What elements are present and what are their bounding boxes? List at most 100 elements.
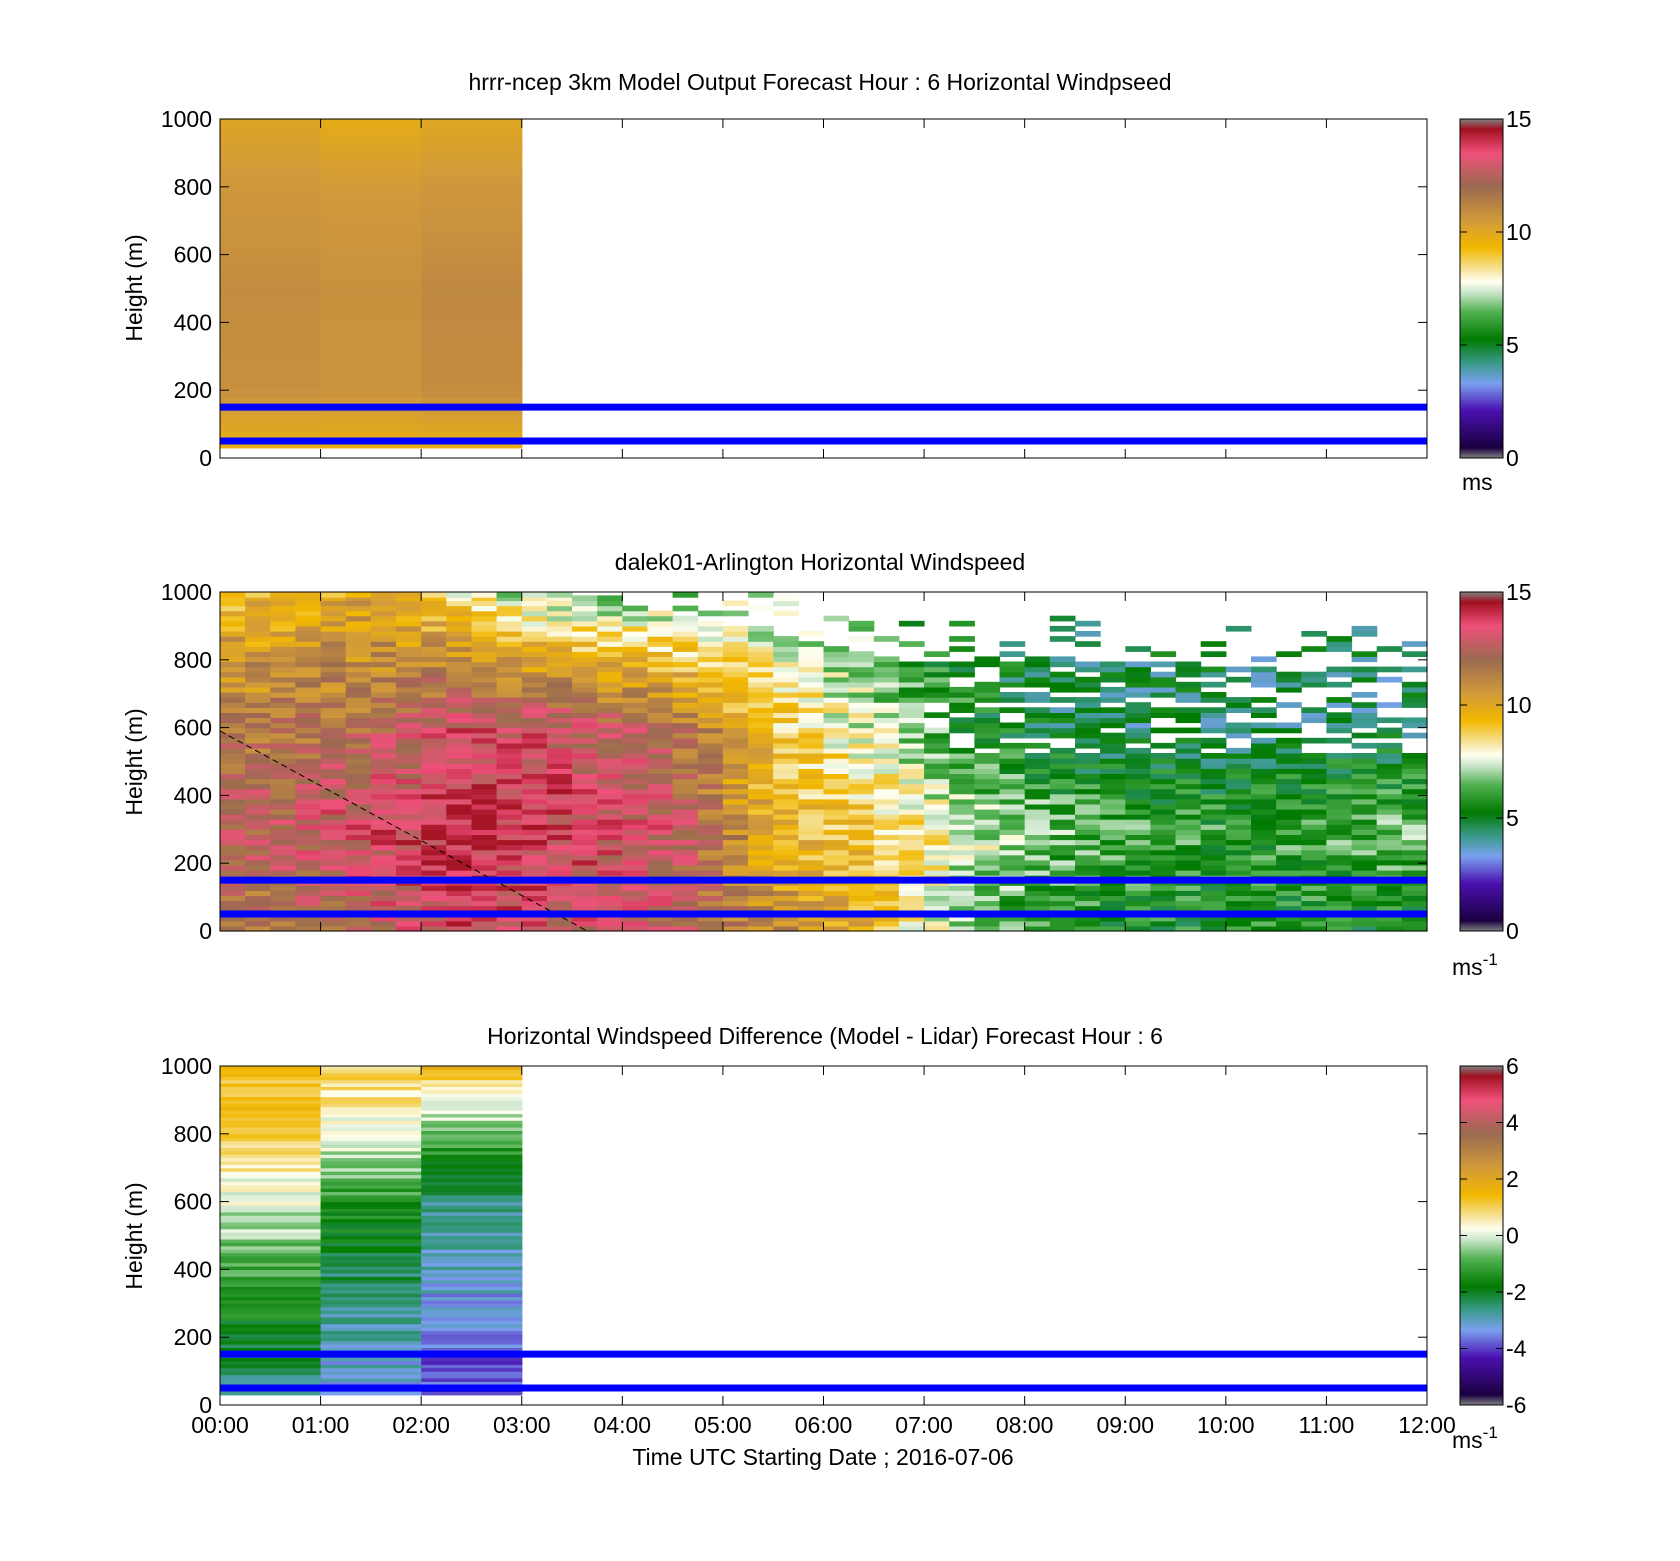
heatmap-cell xyxy=(1049,747,1076,754)
heatmap-cell xyxy=(1301,631,1327,637)
heatmap-cell xyxy=(722,646,749,652)
heatmap-cell xyxy=(1125,692,1151,698)
heatmap-cell xyxy=(1351,763,1378,769)
heatmap-cell xyxy=(396,707,422,713)
heatmap-cell xyxy=(496,615,523,622)
heatmap-cell xyxy=(597,671,623,678)
heatmap-cell xyxy=(1251,722,1277,729)
heatmap-cell xyxy=(1200,697,1227,703)
heatmap-cell xyxy=(320,168,422,178)
heatmap-cell xyxy=(748,885,774,891)
heatmap-cell xyxy=(974,829,1001,835)
heatmap-cell xyxy=(270,798,296,805)
heatmap-cell xyxy=(345,742,372,749)
heatmap-cell xyxy=(697,666,724,673)
heatmap-cell xyxy=(220,809,246,815)
colorbar-unit-text: ms xyxy=(1452,954,1483,980)
heatmap-cell xyxy=(270,651,296,657)
heatmap-cell xyxy=(1175,920,1202,927)
heatmap-cell xyxy=(898,620,925,627)
heatmap-cell xyxy=(220,1181,322,1186)
heatmap-cell xyxy=(270,697,296,703)
heatmap-cell xyxy=(471,681,498,688)
heatmap-cell xyxy=(722,763,749,769)
heatmap-cell xyxy=(722,834,749,841)
heatmap-cell xyxy=(1301,809,1327,815)
heatmap-cell xyxy=(496,905,523,912)
heatmap-cell xyxy=(295,717,322,724)
heatmap-cell xyxy=(1024,773,1051,780)
heatmap-cell xyxy=(295,925,322,932)
heatmap-cell xyxy=(1401,859,1428,866)
heatmap-cell xyxy=(320,803,347,810)
heatmap-cell xyxy=(345,676,372,683)
heatmap-cell xyxy=(270,890,296,896)
heatmap-cell xyxy=(647,727,674,734)
heatmap-cell xyxy=(220,1289,322,1294)
heatmap-cell xyxy=(722,824,749,830)
y-tick-label: 400 xyxy=(174,1256,212,1282)
heatmap-cell xyxy=(421,1103,523,1108)
heatmap-cell xyxy=(873,636,900,642)
heatmap-cell xyxy=(270,788,296,795)
heatmap-cell xyxy=(873,742,900,749)
heatmap-cell xyxy=(1175,915,1202,922)
heatmap-cell xyxy=(546,666,573,673)
heatmap-cell xyxy=(295,641,322,647)
heatmap-cell xyxy=(572,671,598,678)
heatmap-cell xyxy=(924,915,950,922)
heatmap-cell xyxy=(798,864,825,871)
heatmap-cell xyxy=(1175,809,1202,815)
heatmap-cell xyxy=(1150,788,1177,795)
heatmap-cell xyxy=(220,839,246,846)
heatmap-cell xyxy=(421,176,523,186)
heatmap-cell xyxy=(546,707,573,713)
heatmap-cell xyxy=(521,758,548,764)
heatmap-cell xyxy=(521,747,548,754)
heatmap-cell xyxy=(672,758,699,764)
heatmap-cell xyxy=(848,925,875,932)
heatmap-cell xyxy=(521,686,548,693)
heatmap-cell xyxy=(220,702,246,708)
heatmap-cell xyxy=(898,854,925,861)
heatmap-cell xyxy=(1276,778,1302,785)
heatmap-cell xyxy=(320,676,347,683)
heatmap-cell xyxy=(1200,920,1227,927)
heatmap-cell xyxy=(773,661,799,668)
heatmap-cell xyxy=(798,676,825,683)
heatmap-cell xyxy=(1251,920,1277,927)
heatmap-cell xyxy=(396,753,422,759)
heatmap-cell xyxy=(320,742,347,749)
heatmap-cell xyxy=(1276,834,1302,841)
heatmap-cell xyxy=(823,727,850,734)
heatmap-cell xyxy=(446,839,472,846)
heatmap-cell xyxy=(270,768,296,774)
heatmap-cell xyxy=(270,925,296,932)
heatmap-cell xyxy=(220,371,322,381)
heatmap-cell xyxy=(773,671,799,678)
heatmap-cell xyxy=(798,809,825,815)
heatmap-cell xyxy=(521,681,548,688)
heatmap-cell xyxy=(924,753,950,759)
heatmap-cell xyxy=(1175,834,1202,841)
heatmap-cell xyxy=(220,803,246,810)
heatmap-cell xyxy=(773,773,799,780)
heatmap-cell xyxy=(1075,758,1101,764)
heatmap-cell xyxy=(597,600,623,607)
heatmap-cell xyxy=(1150,742,1177,749)
heatmap-cell xyxy=(697,727,724,734)
heatmap-cell xyxy=(421,763,447,769)
heatmap-cell xyxy=(873,758,900,764)
heatmap-cell xyxy=(220,1099,322,1104)
heatmap-cell xyxy=(1075,900,1101,907)
heatmap-cell xyxy=(1276,920,1302,927)
heatmap-cell xyxy=(798,925,825,932)
heatmap-cell xyxy=(949,895,975,902)
heatmap-cell xyxy=(1376,788,1403,795)
heatmap-cell xyxy=(697,763,724,769)
heatmap-cell xyxy=(270,844,296,851)
heatmap-cell xyxy=(220,363,322,373)
heatmap-cell xyxy=(220,1076,322,1081)
heatmap-cell xyxy=(697,849,724,856)
heatmap-cell xyxy=(697,651,724,657)
